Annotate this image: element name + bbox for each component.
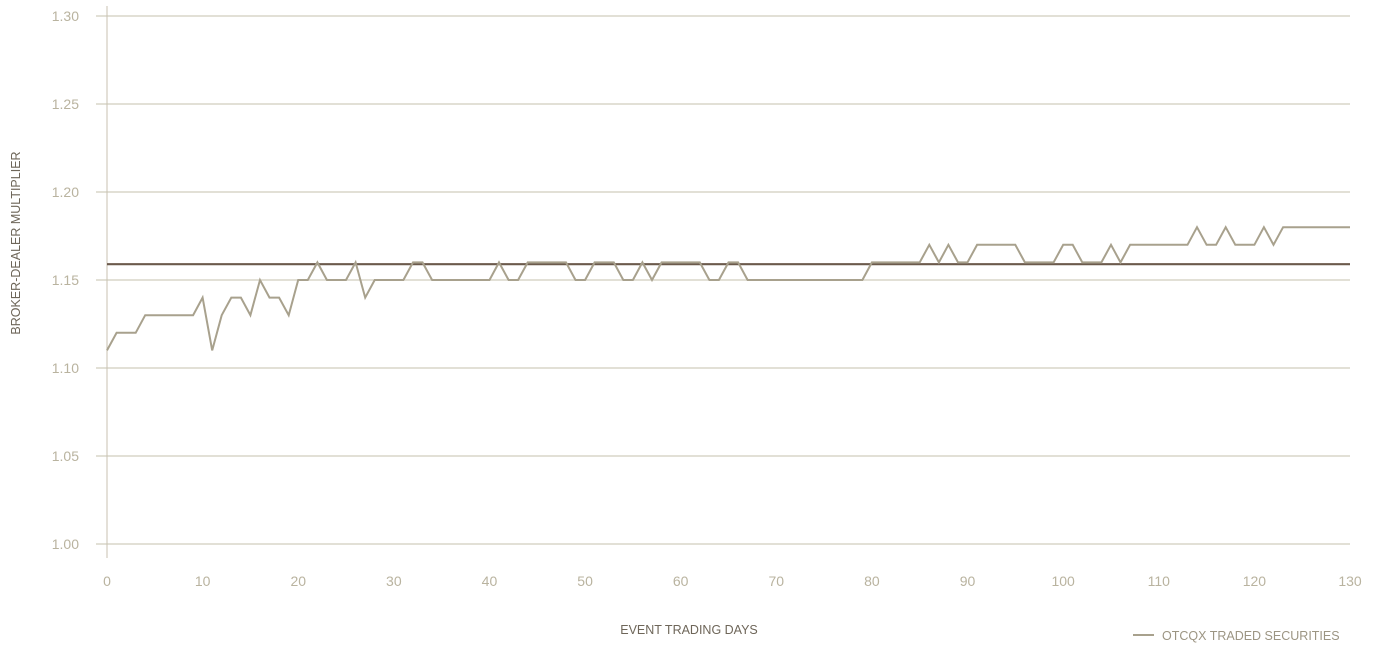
x-tick-label: 100	[1051, 573, 1075, 589]
x-tick-label: 10	[195, 573, 211, 589]
x-tick-label: 30	[386, 573, 402, 589]
x-axis-title: EVENT TRADING DAYS	[620, 623, 758, 637]
x-tick-label: 60	[673, 573, 689, 589]
x-tick-label: 110	[1148, 573, 1171, 589]
y-tick-label: 1.05	[52, 448, 79, 464]
x-tick-label: 70	[769, 573, 785, 589]
y-tick-label: 1.25	[52, 96, 79, 112]
x-tick-label: 130	[1338, 573, 1362, 589]
y-tick-label: 1.00	[52, 536, 79, 552]
series-group	[106, 225, 1350, 351]
y-axis-title: BROKER-DEALER MULTIPLIER	[9, 151, 23, 334]
y-tick-label: 1.20	[52, 184, 79, 200]
x-tick-label: 80	[864, 573, 880, 589]
y-tick-label: 1.10	[52, 360, 79, 376]
x-axis-ticks: 0 10 20 30 40 50 60 70 80 90 100 110 120 130	[103, 573, 1362, 589]
x-tick-label: 50	[577, 573, 593, 589]
x-tick-label: 90	[960, 573, 976, 589]
legend-label-otcqx: OTCQX TRADED SECURITIES	[1162, 629, 1340, 643]
gridlines	[96, 15, 1350, 545]
y-axis-ticks: 1.00 1.05 1.10 1.15 1.20 1.25 1.30	[52, 8, 79, 552]
x-tick-label: 0	[103, 573, 111, 589]
series-line-otcqx	[106, 225, 1350, 351]
x-tick-label: 40	[482, 573, 498, 589]
x-tick-label: 20	[290, 573, 306, 589]
legend: OTCQX TRADED SECURITIES	[1133, 629, 1340, 643]
x-tick-label: 120	[1243, 573, 1267, 589]
y-tick-label: 1.15	[52, 272, 79, 288]
y-tick-label: 1.30	[52, 8, 79, 24]
